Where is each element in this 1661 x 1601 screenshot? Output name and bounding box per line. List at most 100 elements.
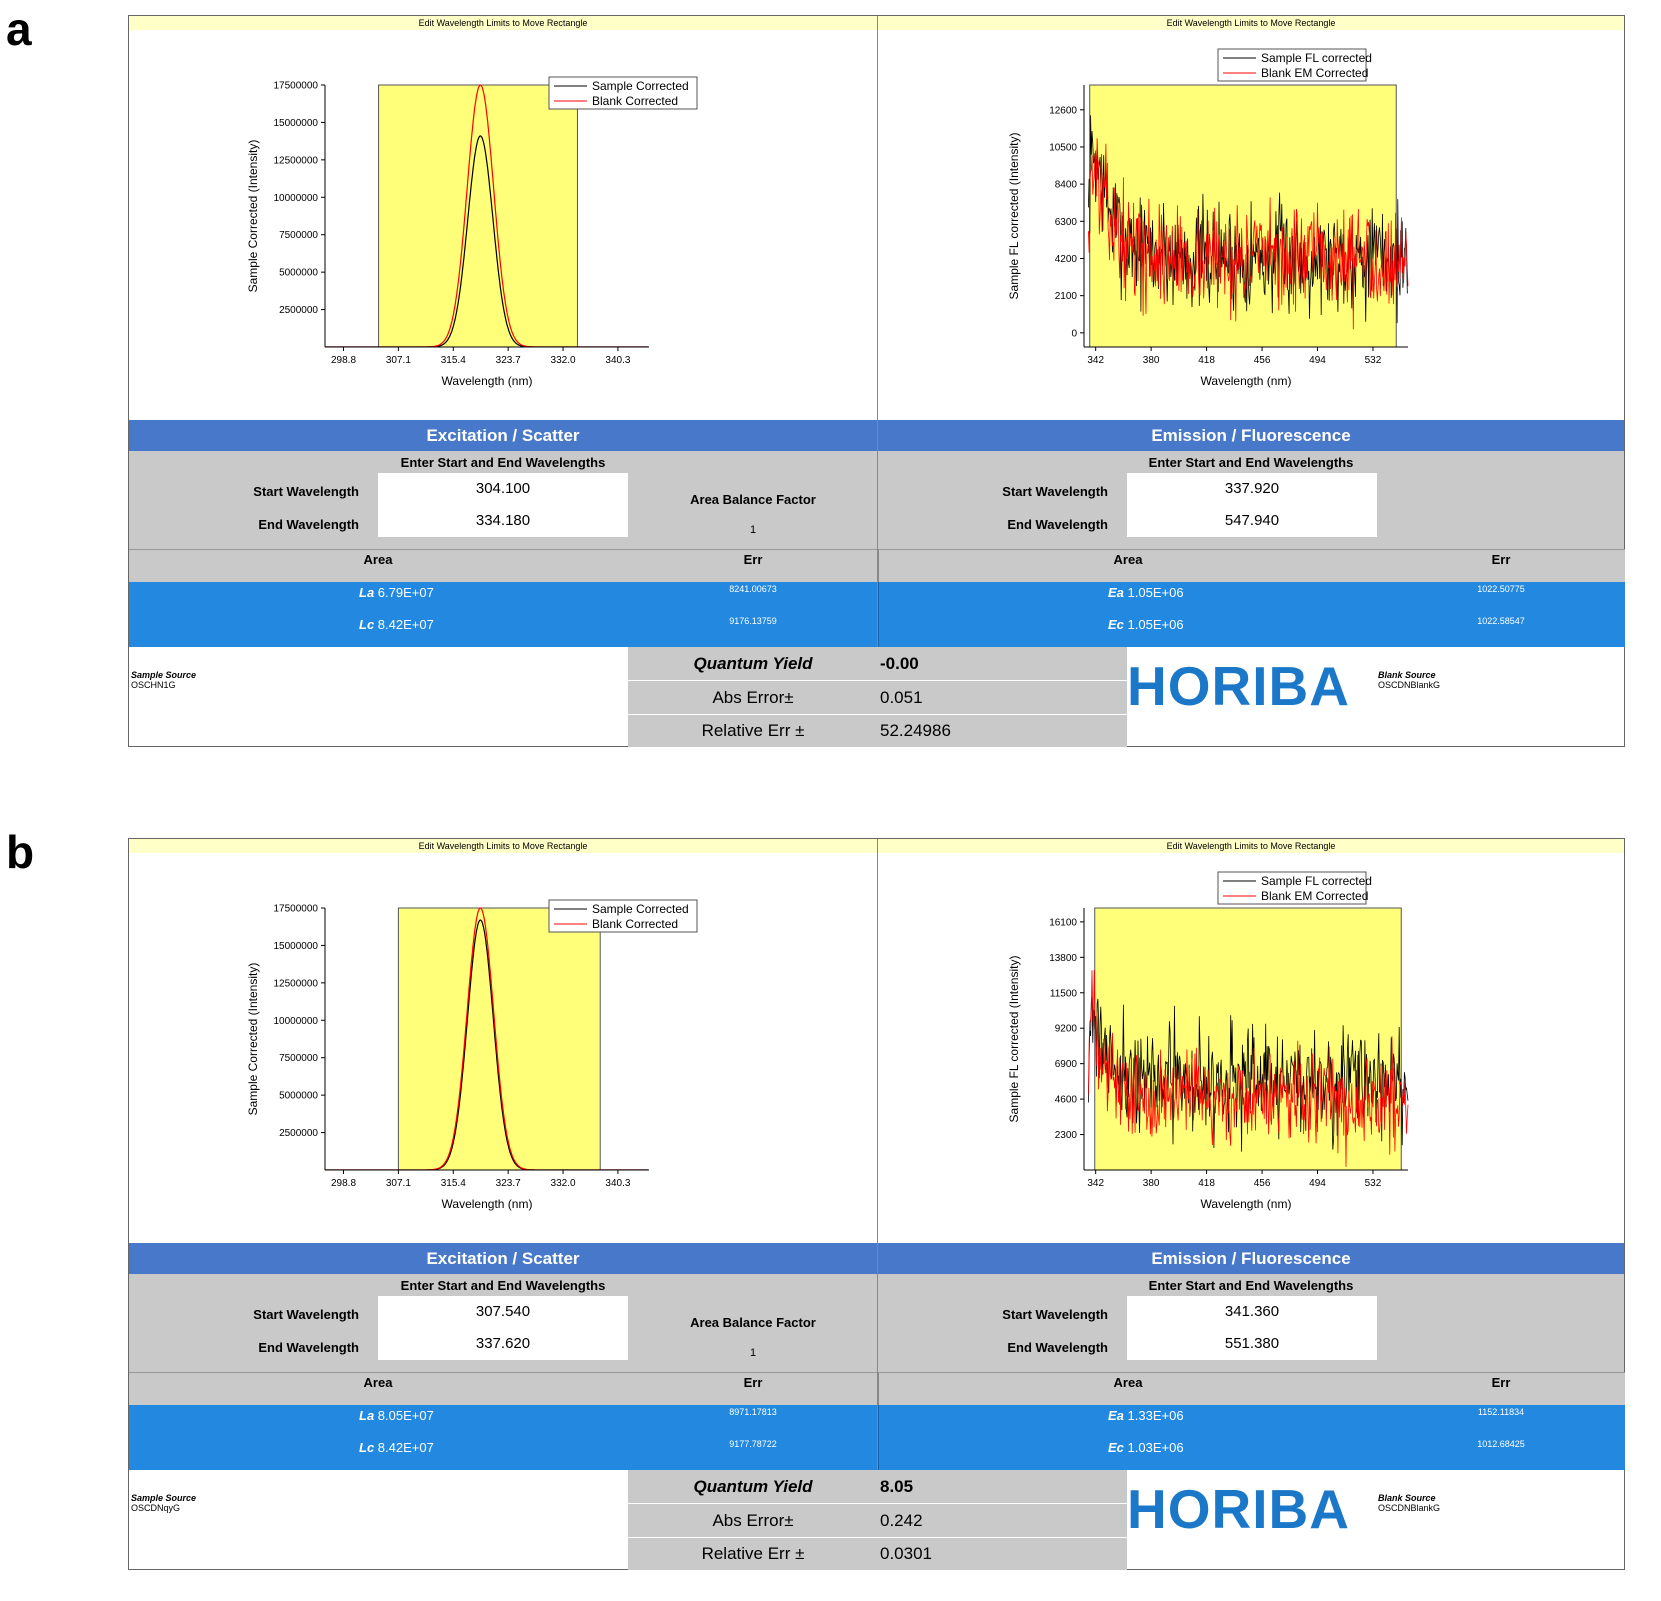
y-tick-label: 15000000 [274, 941, 319, 952]
end-wavelength-input[interactable]: 547.940 [1127, 505, 1377, 537]
x-tick-label: 307.1 [386, 1178, 411, 1189]
emission-chart-svg: 342 380 418 456 494 532 2300 4600 6900 9200 11500 1… [1007, 871, 1409, 1211]
y-tick-label: 9200 [1055, 1024, 1078, 1035]
err-column-header: Err [743, 1375, 763, 1390]
emission-chart-svg: 342 380 418 456 494 532 0 2100 4200 6300 8400 10500… [1007, 48, 1409, 388]
end-wavelength-label: End Wavelength [258, 517, 359, 532]
end-wavelength-label: End Wavelength [258, 1340, 359, 1355]
y-tick-label: 6300 [1055, 217, 1078, 228]
ea-value: 1.05E+06 [1127, 585, 1184, 600]
blank-source: Blank Source OSCDNBlankG [1378, 670, 1440, 690]
emission-inputs: Enter Start and End Wavelengths Start Wa… [878, 451, 1624, 549]
end-wavelength-input[interactable]: 334.180 [378, 505, 628, 537]
y-tick-label: 10000000 [274, 193, 319, 204]
y-tick-label: 7500000 [279, 1053, 318, 1064]
area-balance-factor-label: Area Balance Factor [690, 1315, 816, 1330]
x-tick-label: 380 [1143, 355, 1160, 366]
y-tick-label: 0 [1071, 328, 1077, 339]
start-wavelength-label: Start Wavelength [1002, 484, 1108, 499]
edit-limits-note: Edit Wavelength Limits to Move Rectangle [878, 16, 1624, 30]
y-tick-label: 11500 [1050, 988, 1078, 999]
excitation-chart[interactable]: 298.8 307.1 315.4 323.7 332.0 340.3 2500000 500… [129, 854, 877, 1258]
sample-source-label: Sample Source [131, 670, 197, 680]
la-value: 8.05E+07 [377, 1408, 434, 1423]
legend-label: Sample FL corrected [1261, 874, 1372, 888]
err-column-header: Err [743, 552, 763, 567]
excitation-area-header: Area Err [129, 1372, 877, 1406]
emission-chart[interactable]: 342 380 418 456 494 532 2300 4600 6900 9200 11500 1… [878, 854, 1624, 1258]
relative-error-value: 0.0301 [880, 1544, 932, 1563]
emission-area-header: Area Err [878, 549, 1625, 583]
ec-value: 1.05E+06 [1127, 617, 1184, 632]
panel-a-label: a [6, 3, 32, 55]
x-tick-label: 418 [1198, 1178, 1215, 1189]
legend-label: Sample Corrected [592, 902, 689, 916]
lc-label: Lc [359, 1440, 375, 1455]
ea-err: 1152.11834 [1477, 1407, 1525, 1417]
lc-err: 9177.78722 [729, 1439, 777, 1449]
area-column-header: Area [363, 1375, 393, 1390]
series-line-blank [1088, 138, 1409, 330]
start-wavelength-label: Start Wavelength [1002, 1307, 1108, 1322]
end-wavelength-input[interactable]: 551.380 [1127, 1328, 1377, 1360]
lc-row: Lc 8.42E+07 [359, 617, 434, 632]
panel-b: Edit Wavelength Limits to Move Rectangle… [128, 838, 1625, 1570]
area-balance-factor-value[interactable]: 1 [749, 1347, 757, 1359]
start-wavelength-input[interactable]: 307.540 [378, 1296, 628, 1328]
blank-source-value: OSCDNBlankG [1378, 1503, 1441, 1513]
area-column-header: Area [1113, 552, 1143, 567]
start-wavelength-input[interactable]: 341.360 [1127, 1296, 1377, 1328]
x-tick-label: 342 [1087, 1178, 1104, 1189]
abs-error-label: Abs Error± [712, 1511, 794, 1530]
ea-label: Ea [1108, 585, 1124, 600]
x-tick-label: 315.4 [441, 355, 466, 366]
emission-header: Emission / Fluorescence [878, 420, 1624, 451]
la-row: La 8.05E+07 [359, 1408, 434, 1423]
emission-prompt: Enter Start and End Wavelengths [1148, 1278, 1354, 1293]
quantum-yield-value: 8.05 [880, 1477, 914, 1496]
wavelength-window [378, 84, 578, 348]
ec-err: 1022.58547 [1477, 616, 1525, 626]
start-wavelength-input[interactable]: 304.100 [378, 473, 628, 505]
emission-chart[interactable]: 342 380 418 456 494 532 0 2100 4200 6300 8400 10500… [878, 31, 1624, 435]
end-wavelength-input[interactable]: 337.620 [378, 1328, 628, 1360]
quantum-yield-box: Quantum Yield 8.05 Abs Error± 0.242 Rela… [628, 1470, 1127, 1570]
end-wavelength-label: End Wavelength [1007, 517, 1108, 532]
column-divider [877, 839, 878, 1476]
legend-label: Blank Corrected [592, 94, 678, 108]
x-tick-label: 332.0 [551, 1178, 576, 1189]
relative-error-label: Relative Err ± [701, 721, 805, 740]
y-axis-label: Sample FL corrected (Intensity) [1007, 956, 1021, 1123]
la-label: La [359, 1408, 375, 1423]
area-column-header: Area [363, 552, 393, 567]
y-tick-label: 12500000 [274, 155, 319, 166]
area-balance-factor-value[interactable]: 1 [749, 524, 757, 536]
end-wavelength-label: End Wavelength [1007, 1340, 1108, 1355]
start-wavelength-label: Start Wavelength [253, 1307, 359, 1322]
series-line-blank [325, 907, 649, 1170]
y-tick-label: 13800 [1049, 953, 1077, 964]
emission-area-values: Ea 1.05E+06 1022.50775 Ec 1.05E+06 1022.… [878, 582, 1625, 647]
x-tick-label: 323.7 [496, 1178, 521, 1189]
y-tick-label: 7500000 [279, 230, 318, 241]
excitation-chart-svg: 298.8 307.1 315.4 323.7 332.0 340.3 2500000 500… [246, 899, 698, 1211]
quantum-yield-box: Quantum Yield -0.00 Abs Error± 0.051 Rel… [628, 647, 1127, 747]
x-axis-label: Wavelength (nm) [442, 1197, 533, 1211]
start-wavelength-input[interactable]: 337.920 [1127, 473, 1377, 505]
excitation-area-header: Area Err [129, 549, 877, 583]
lc-value: 8.42E+07 [377, 617, 434, 632]
ea-value: 1.33E+06 [1127, 1408, 1184, 1423]
x-tick-label: 307.1 [386, 355, 411, 366]
excitation-area-values: La 6.79E+07 8241.00673 Lc 8.42E+07 9176.… [129, 582, 877, 647]
relative-error-label: Relative Err ± [701, 1544, 805, 1563]
lc-value: 8.42E+07 [377, 1440, 434, 1455]
x-tick-label: 380 [1143, 1178, 1160, 1189]
abs-error-label: Abs Error± [712, 688, 794, 707]
x-tick-label: 418 [1198, 355, 1215, 366]
series-line-blank [1088, 969, 1409, 1167]
y-tick-label: 4200 [1055, 254, 1078, 265]
relative-error-value: 52.24986 [880, 721, 951, 740]
y-tick-label: 12600 [1049, 105, 1077, 116]
panel-b-label: b [6, 826, 35, 878]
excitation-chart[interactable]: 298.8 307.1 315.4 323.7 332.0 340.3 2500000 500… [129, 31, 877, 435]
